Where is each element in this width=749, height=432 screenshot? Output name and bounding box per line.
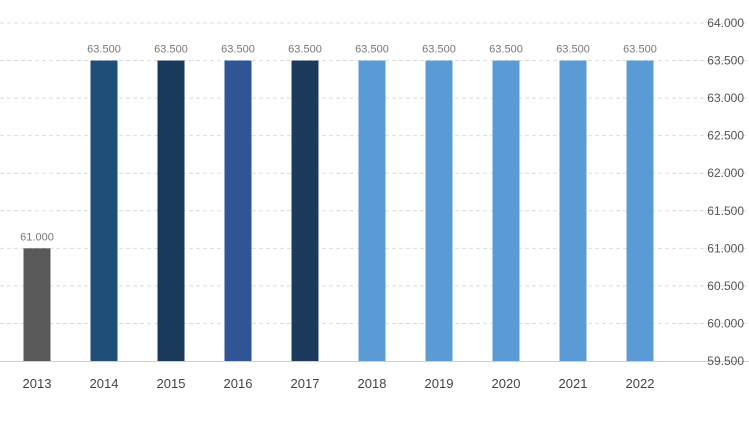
y-tick-label: 62.500	[707, 129, 744, 143]
y-tick-label: 63.000	[707, 91, 744, 105]
bar	[626, 60, 654, 362]
bar	[358, 60, 386, 362]
x-tick-label: 2022	[626, 376, 655, 391]
data-label: 63.500	[221, 44, 255, 56]
data-label: 63.500	[422, 44, 456, 56]
x-tick-label: 2015	[157, 376, 186, 391]
bar	[492, 60, 520, 362]
data-label: 63.500	[556, 44, 590, 56]
data-label: 63.500	[623, 44, 657, 56]
bars	[23, 60, 654, 362]
y-tick-label: 64.000	[707, 16, 744, 30]
bar	[157, 60, 185, 362]
bar	[90, 60, 118, 362]
bar	[291, 60, 319, 362]
x-tick-label: 2018	[358, 376, 387, 391]
data-label: 63.500	[87, 44, 121, 56]
x-tick-label: 2016	[224, 376, 253, 391]
y-axis: 59.500 60.000 60.500 61.000 61.500 62.000 62.5…	[707, 16, 744, 368]
data-label: 63.500	[355, 44, 389, 56]
x-tick-label: 2021	[559, 376, 588, 391]
x-tick-label: 2014	[90, 376, 119, 391]
y-tick-label: 62.000	[707, 166, 744, 180]
x-tick-label: 2013	[23, 376, 52, 391]
x-tick-label: 2019	[425, 376, 454, 391]
y-tick-label: 60.500	[707, 279, 744, 293]
y-tick-label: 59.500	[707, 354, 744, 368]
data-labels: 61.000 63.500 63.500 63.500 63.500 63.500 63.5…	[20, 44, 657, 244]
x-tick-label: 2017	[291, 376, 320, 391]
x-axis: 2013 2014 2015 2016 2017 2018 2019 2020 2021 2022	[0, 361, 749, 391]
bar	[425, 60, 453, 362]
y-tick-label: 61.500	[707, 204, 744, 218]
y-tick-label: 60.000	[707, 316, 744, 330]
data-label: 61.000	[20, 231, 54, 243]
data-label: 63.500	[489, 44, 523, 56]
data-label: 63.500	[154, 44, 188, 56]
y-tick-label: 61.000	[707, 241, 744, 255]
bar	[559, 60, 587, 362]
bar	[224, 60, 252, 362]
data-label: 63.500	[288, 44, 322, 56]
y-tick-label: 63.500	[707, 54, 744, 68]
bar	[23, 248, 51, 361]
x-tick-label: 2020	[492, 376, 521, 391]
